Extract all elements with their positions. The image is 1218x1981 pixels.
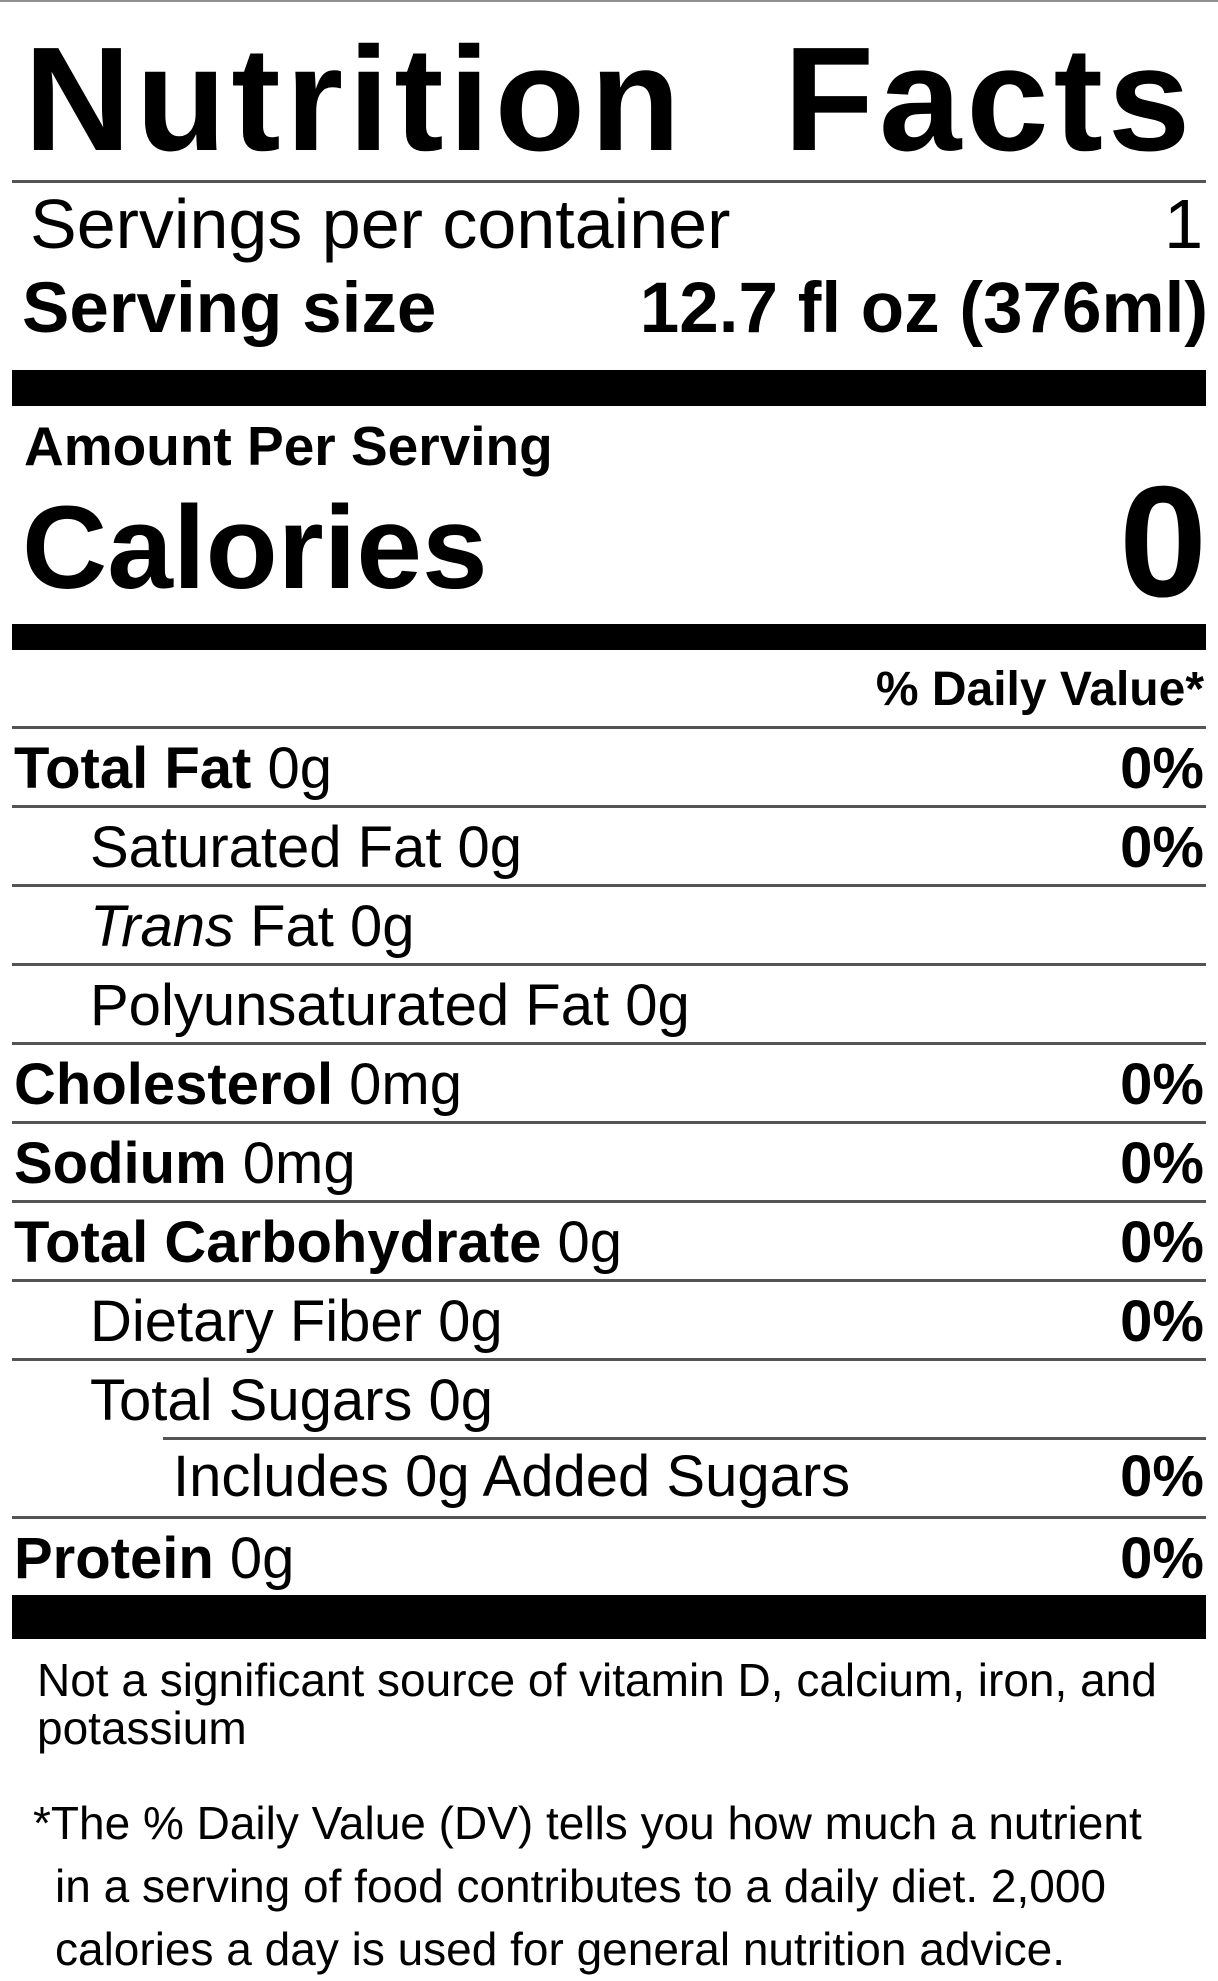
nutrient-row: Cholesterol 0mg 0% xyxy=(12,1042,1206,1121)
footnote-asterisk: * xyxy=(33,1796,51,1849)
nutrient-name: Total Carbohydrate 0g xyxy=(14,1210,623,1276)
nutrient-name: Cholesterol 0mg xyxy=(14,1052,463,1118)
nutrient-row: Trans Fat 0g xyxy=(12,884,1206,963)
calories-row: Calories 0 xyxy=(22,453,1207,630)
daily-value-header: % Daily Value* xyxy=(875,663,1204,717)
serving-size-row: Serving size 12.7 fl oz (376ml) xyxy=(22,271,1208,348)
nutrient-dv: 0% xyxy=(1120,1289,1204,1355)
nutrient-row: Protein 0g 0% xyxy=(12,1516,1206,1595)
nutrient-name: Trans Fat 0g xyxy=(90,894,415,960)
nutrient-name: Dietary Fiber 0g xyxy=(90,1289,503,1355)
nutrient-name: Protein 0g xyxy=(14,1526,295,1592)
footnote-text: The % Daily Value (DV) tells you how muc… xyxy=(50,1796,1142,1976)
serving-size-label: Serving size xyxy=(22,269,437,349)
nutrient-dv: 0% xyxy=(1120,1444,1204,1510)
nutrient-row: Dietary Fiber 0g 0% xyxy=(12,1279,1206,1358)
calories-label: Calories xyxy=(22,481,488,614)
label-title: Nutrition Facts xyxy=(24,17,1196,182)
nutrient-name: Saturated Fat 0g xyxy=(90,815,523,881)
serving-size-value: 12.7 fl oz (376ml) xyxy=(639,269,1208,349)
nutrient-row: Total Sugars 0g xyxy=(12,1358,1206,1437)
nutrient-name: Total Fat 0g xyxy=(14,736,332,802)
nutrient-dv: 0% xyxy=(1120,1526,1204,1592)
nutrient-name: Includes 0g Added Sugars xyxy=(173,1444,851,1510)
nutrient-dv: 0% xyxy=(1120,1210,1204,1276)
nutrient-row: Total Carbohydrate 0g 0% xyxy=(12,1200,1206,1279)
nutrient-name: Total Sugars 0g xyxy=(90,1368,494,1434)
nutrient-row: Includes 0g Added Sugars 0% xyxy=(12,1437,1206,1516)
nutrient-dv: 0% xyxy=(1120,1052,1204,1118)
servings-per-container-label: Servings per container xyxy=(30,185,731,263)
amount-per-serving-label: Amount Per Serving xyxy=(24,414,553,477)
calories-value: 0 xyxy=(1119,453,1207,630)
nutrient-name: Sodium 0mg xyxy=(14,1131,356,1197)
nutrient-dv: 0% xyxy=(1120,815,1204,881)
daily-value-footnote: *The % Daily Value (DV) tells you how mu… xyxy=(33,1792,1190,1981)
nutrient-row: Sodium 0mg 0% xyxy=(12,1121,1206,1200)
nutrient-dv: 0% xyxy=(1120,736,1204,802)
nutrient-row: Polyunsaturated Fat 0g xyxy=(12,963,1206,1042)
bottom-thick-bar xyxy=(12,1595,1206,1640)
not-significant-source-footnote: Not a significant source of vitamin D, c… xyxy=(37,1654,1157,1755)
servings-per-container-value: 1 xyxy=(1164,185,1203,263)
title-divider xyxy=(12,180,1206,183)
nutrient-row: Total Fat 0g 0% xyxy=(12,726,1206,805)
nutrient-row: Saturated Fat 0g 0% xyxy=(12,805,1206,884)
nutrient-name: Polyunsaturated Fat 0g xyxy=(90,973,690,1039)
servings-per-container-row: Servings per container 1 xyxy=(30,187,1203,261)
nutrients-table: Total Fat 0g 0% Saturated Fat 0g 0% Trans Fa… xyxy=(12,726,1206,1595)
medium-divider-bar xyxy=(12,624,1206,651)
thick-divider-bar xyxy=(12,369,1206,406)
nutrient-dv: 0% xyxy=(1120,1131,1204,1197)
